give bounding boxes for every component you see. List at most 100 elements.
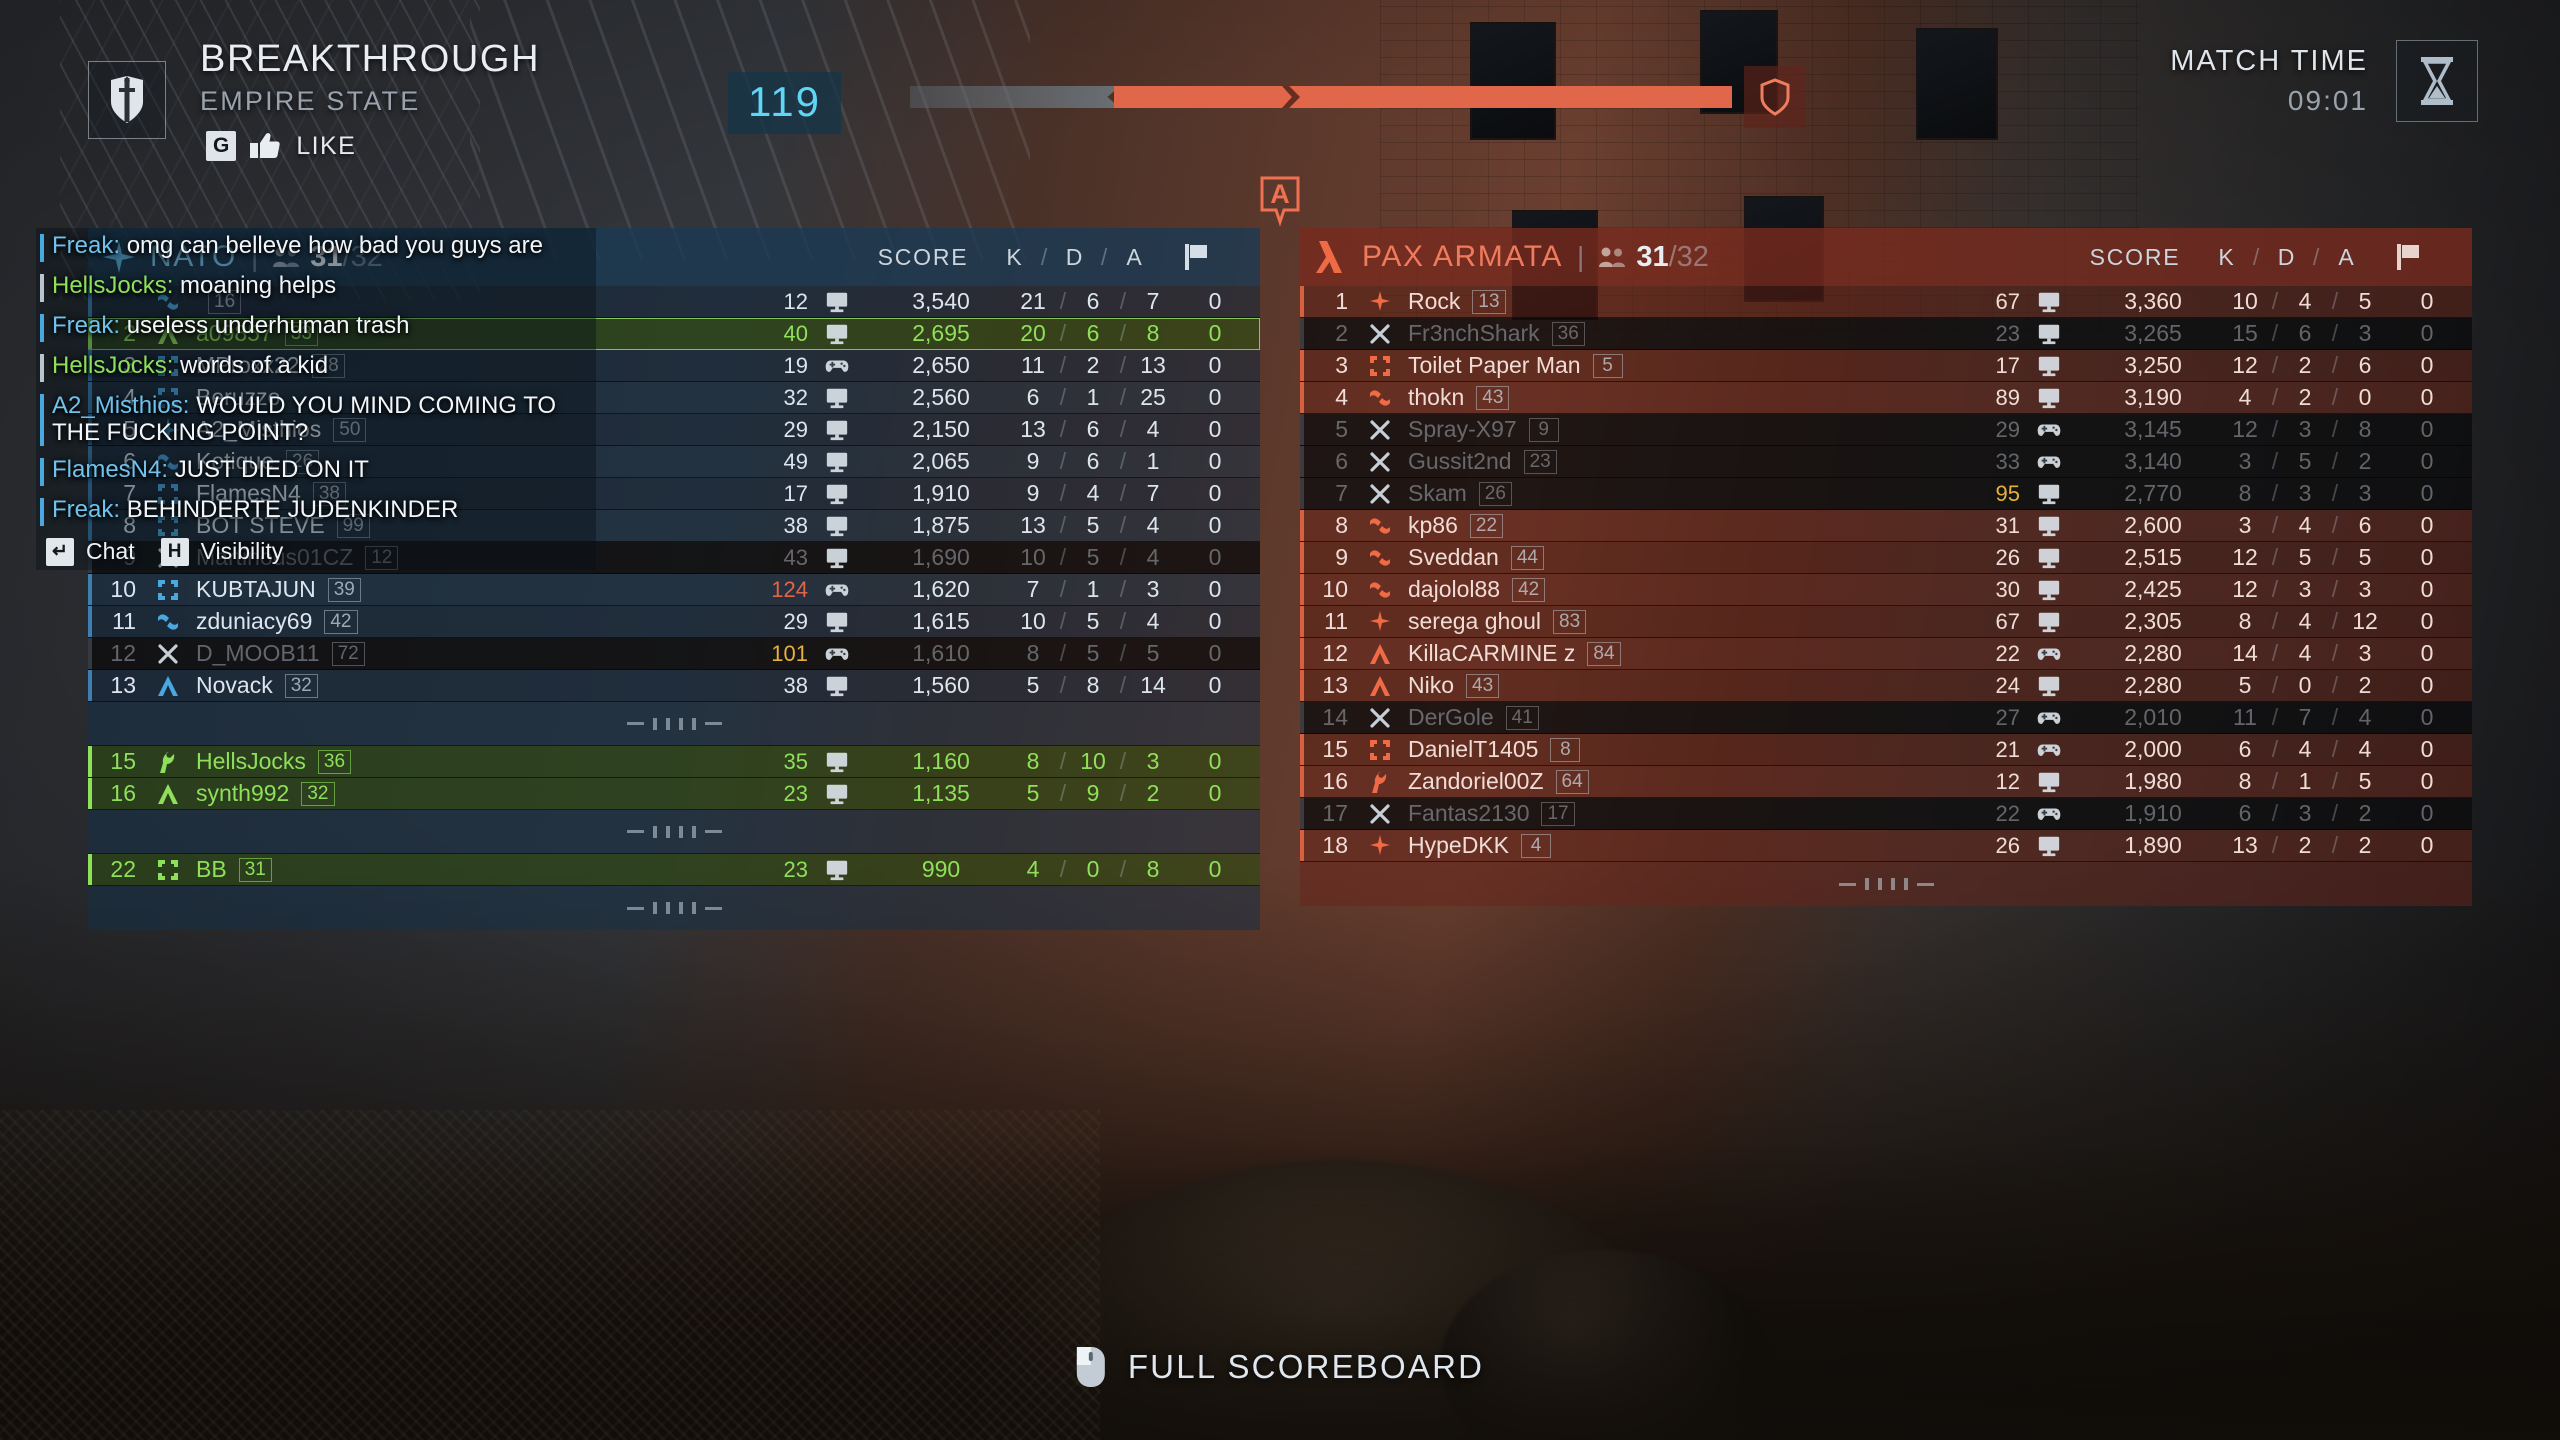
table-row[interactable]: 13 Novack 32 38 1,560 5 / 8 / 14 0 <box>88 670 1260 702</box>
chat-text: moaning helps <box>180 272 337 299</box>
row-team-stripe <box>1300 670 1304 701</box>
table-row[interactable]: 2 Fr3nchShark 36 23 3,265 15 / 6 / 3 0 <box>1300 318 2472 350</box>
player-deaths: 2 <box>1086 352 1100 378</box>
table-row[interactable]: 5 Spray-X97 9 29 3,145 12 / 3 / 8 0 <box>1300 414 2472 446</box>
full-scoreboard-prompt[interactable]: FULL SCOREBOARD <box>1076 1346 1484 1388</box>
player-assists: 2 <box>2358 800 2372 826</box>
chat-channel-bar <box>40 234 44 262</box>
player-rank: 16 <box>1322 768 1348 794</box>
table-row[interactable]: 15 DanielT1405 8 21 2,000 6 / 4 / 4 0 <box>1300 734 2472 766</box>
table-row[interactable]: 11 serega ghoul 83 67 2,305 8 / 4 / 12 0 <box>1300 606 2472 638</box>
table-row[interactable]: 7 FlamesN4 38 17 1,910 9 / 4 / 7 0 <box>88 478 1260 510</box>
engineer-icon <box>146 749 190 775</box>
table-row[interactable]: 9 Martinous01CZ 12 43 1,690 10 / 5 / 4 0 <box>88 542 1260 574</box>
row-team-stripe <box>88 606 92 637</box>
chat-channel-bar <box>40 394 44 446</box>
stat-separator: / <box>2271 448 2279 474</box>
stat-separator: / <box>1119 320 1127 346</box>
row-team-stripe <box>88 414 92 445</box>
player-score: 2,770 <box>2124 480 2182 506</box>
table-row[interactable]: 4 Beruzzo 32 2,560 6 / 1 / 25 0 <box>88 382 1260 414</box>
player-deaths: 1 <box>2298 768 2312 794</box>
player-assists: 4 <box>1146 512 1160 538</box>
chat-hint[interactable]: ↵ Chat <box>46 537 135 566</box>
table-row[interactable]: 3 MProxx22 28 19 2,650 11 / 2 / 13 0 <box>88 350 1260 382</box>
player-kills: 10 <box>2232 288 2258 314</box>
row-team-stripe <box>1300 734 1304 765</box>
table-row[interactable]: 4 thokn 43 89 3,190 4 / 2 / 0 0 <box>1300 382 2472 414</box>
table-row[interactable]: 13 Niko 43 24 2,280 5 / 0 / 2 0 <box>1300 670 2472 702</box>
player-level-badge: 22 <box>1469 513 1504 538</box>
row-team-stripe <box>88 286 92 317</box>
table-row[interactable]: 16 synth992 32 23 1,135 5 / 9 / 2 0 <box>88 778 1260 810</box>
stat-separator: / <box>1059 608 1067 634</box>
pc-icon <box>2020 322 2078 346</box>
player-level-badge: 28 <box>311 353 345 378</box>
support-icon <box>146 481 190 507</box>
table-row[interactable]: 14 DerGole 41 27 2,010 11 / 7 / 4 0 <box>1300 702 2472 734</box>
player-assists: 2 <box>2358 448 2372 474</box>
chat-message: Freak: omg can belleve how bad you guys … <box>36 228 596 268</box>
table-row[interactable]: 16 Zandoriel00Z 64 12 1,980 8 / 1 / 5 0 <box>1300 766 2472 798</box>
player-name: Beruzzo <box>196 384 281 410</box>
player-ping: 19 <box>783 352 808 378</box>
table-row[interactable]: 18 HypeDKK 4 26 1,890 13 / 2 / 2 0 <box>1300 830 2472 862</box>
player-score: 1,875 <box>912 512 970 538</box>
chat-text: useless underhuman trash <box>126 312 410 339</box>
player-ping: 101 <box>771 640 808 666</box>
table-row[interactable]: 12 KillaCARMINE z 84 22 2,280 14 / 4 / 3 0 <box>1300 638 2472 670</box>
table-row[interactable]: 22 BB 31 23 990 4 / 0 / 8 0 <box>88 854 1260 886</box>
row-team-stripe <box>88 746 92 777</box>
player-name: HellsJocks <box>196 748 306 774</box>
rows-collapsed-separator <box>88 702 1260 746</box>
player-assists: 5 <box>2358 768 2372 794</box>
chat-hint[interactable]: H Visibility <box>160 537 283 566</box>
pc-icon <box>808 674 866 698</box>
table-row[interactable]: 7 Skam 26 95 2,770 8 / 3 / 3 0 <box>1300 478 2472 510</box>
player-level-badge: 26 <box>286 449 320 474</box>
player-assists: 4 <box>1146 416 1160 442</box>
table-row[interactable]: 6 Gussit2nd 23 33 3,140 3 / 5 / 2 0 <box>1300 446 2472 478</box>
recon-icon <box>1358 577 1402 603</box>
player-rank: 2 <box>123 320 136 346</box>
player-deaths: 2 <box>2298 832 2312 858</box>
table-row[interactable]: 11 zduniacy69 42 29 1,615 10 / 5 / 4 0 <box>88 606 1260 638</box>
player-flag-captures: 0 <box>2420 544 2434 570</box>
column-header-score: SCORE <box>2089 243 2181 270</box>
player-ping: 22 <box>1995 800 2020 826</box>
assault-icon <box>1358 641 1402 667</box>
table-row[interactable]: 9 Sveddan 44 26 2,515 12 / 5 / 5 0 <box>1300 542 2472 574</box>
player-rank: 10 <box>110 576 136 602</box>
player-kills: 13 <box>1020 416 1046 442</box>
player-rank: 12 <box>1322 640 1348 666</box>
player-rank: 11 <box>1324 608 1348 634</box>
player-flag-captures: 0 <box>1208 512 1222 538</box>
like-prompt[interactable]: G LIKE <box>206 131 540 161</box>
player-rank: 22 <box>110 856 136 882</box>
player-name: Niko <box>1408 672 1455 698</box>
table-row[interactable]: 10 dajolol88 42 30 2,425 12/3/3 0 <box>1300 574 2472 606</box>
table-row[interactable]: 6 Kotique 26 49 2,065 9 / 6 / 1 0 <box>88 446 1260 478</box>
table-row[interactable]: 17 Fantas2130 17 22 1,910 6 / 3 / 2 0 <box>1300 798 2472 830</box>
stat-separator: / <box>2271 672 2279 698</box>
table-row[interactable]: 1 Rock 13 67 3,360 10 / 4 / 5 0 <box>1300 286 2472 318</box>
table-row[interactable]: 12 D_MOOB11 72 101 1,610 8 / 5 / 5 0 <box>88 638 1260 670</box>
recon-icon <box>1358 545 1402 571</box>
row-team-stripe <box>88 574 92 605</box>
table-row[interactable]: 3 Toilet Paper Man 5 17 3,250 12 / 2 / 6 0 <box>1300 350 2472 382</box>
player-level-badge: 12 <box>365 545 399 570</box>
table-row[interactable]: 5 A2_Misthios 50 29 2,150 13 / 6 / 4 0 <box>88 414 1260 446</box>
player-score: 2,010 <box>2124 704 2182 730</box>
table-row[interactable]: 2 a09857 33 40 2,695 20 / 6 / 8 0 <box>88 318 1260 350</box>
match-time-label: MATCH TIME <box>2170 45 2368 77</box>
table-row[interactable]: 16 12 3,540 21 / 6 / 7 0 <box>88 286 1260 318</box>
flag-icon <box>2364 244 2454 270</box>
row-team-stripe <box>1300 702 1304 733</box>
table-row[interactable]: 15 HellsJocks 36 35 1,160 8 / 10 / 3 0 <box>88 746 1260 778</box>
stat-separator: / <box>1119 480 1127 506</box>
table-row[interactable]: 10 KUBTAJUN 39 124 1,620 7 / 1 / 3 0 <box>88 574 1260 606</box>
table-row[interactable]: 8 BOT STEVE 99 38 1,875 13 / 5 / 4 0 <box>88 510 1260 542</box>
table-row[interactable]: 8 kp86 22 31 2,600 3 / 4 / 6 0 <box>1300 510 2472 542</box>
background-window <box>1916 28 1998 140</box>
